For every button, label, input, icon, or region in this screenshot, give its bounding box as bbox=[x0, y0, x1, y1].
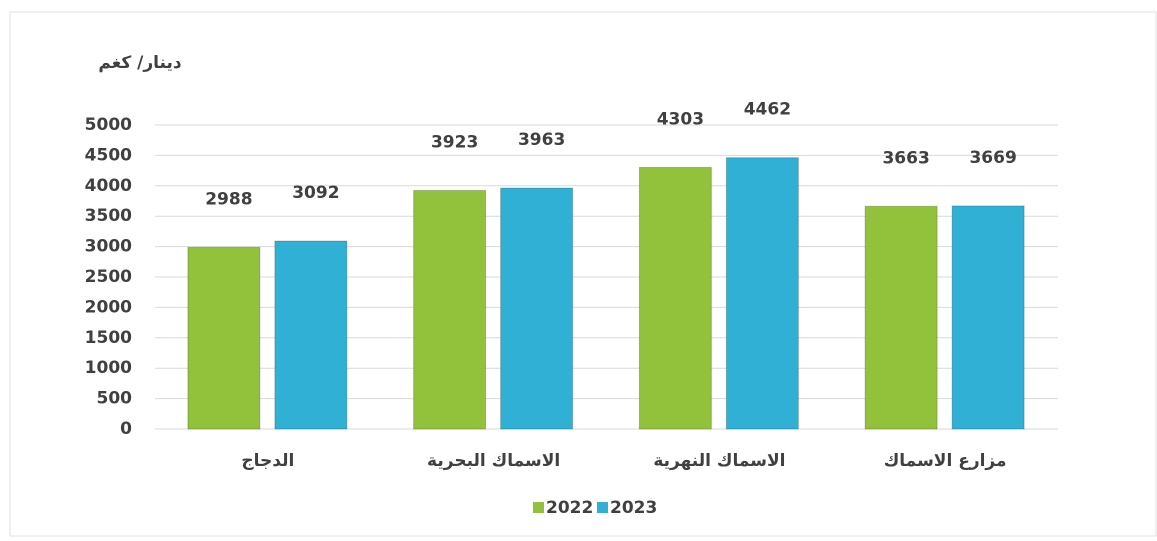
bar bbox=[274, 240, 348, 430]
y-tick-label: 3000 bbox=[85, 237, 132, 257]
bar bbox=[413, 189, 487, 430]
bar bbox=[951, 205, 1025, 430]
y-tick-label: 1500 bbox=[85, 328, 132, 348]
data-label: 3669 bbox=[969, 148, 1016, 168]
y-axis-title: دينار/ كغم bbox=[98, 53, 181, 73]
data-label: 4462 bbox=[744, 100, 791, 120]
y-tick-label: 1000 bbox=[85, 358, 132, 378]
y-tick-label: 2000 bbox=[85, 297, 132, 317]
y-tick-label: 4500 bbox=[85, 145, 132, 165]
x-tick-label: الاسماك البحرية bbox=[427, 451, 560, 471]
x-tick-label: مزارع الاسماك bbox=[884, 451, 1007, 471]
bar bbox=[187, 246, 261, 430]
data-label: 3963 bbox=[518, 130, 565, 150]
data-label: 2988 bbox=[205, 189, 252, 209]
x-tick-label: الدجاج bbox=[241, 451, 294, 471]
legend-swatch bbox=[597, 502, 608, 513]
y-tick-label: 4000 bbox=[85, 176, 132, 196]
y-tick-label: 500 bbox=[97, 389, 133, 409]
data-label: 3092 bbox=[292, 183, 339, 203]
data-label: 3923 bbox=[431, 132, 478, 152]
data-label: 4303 bbox=[657, 109, 704, 129]
y-tick-label: 5000 bbox=[85, 115, 132, 135]
y-tick-label: 3500 bbox=[85, 206, 132, 226]
bar bbox=[638, 166, 712, 430]
x-tick-label: الاسماك النهرية bbox=[653, 451, 785, 471]
legend-label: 2022 bbox=[546, 498, 593, 518]
chart-frame bbox=[9, 11, 1157, 537]
legend-swatch bbox=[533, 502, 544, 513]
y-tick-label: 0 bbox=[120, 419, 132, 439]
bar bbox=[864, 205, 938, 430]
bar bbox=[725, 157, 799, 430]
data-label: 3663 bbox=[882, 148, 929, 168]
legend-label: 2023 bbox=[610, 498, 657, 518]
y-tick-label: 2500 bbox=[85, 267, 132, 287]
bar bbox=[500, 187, 574, 430]
